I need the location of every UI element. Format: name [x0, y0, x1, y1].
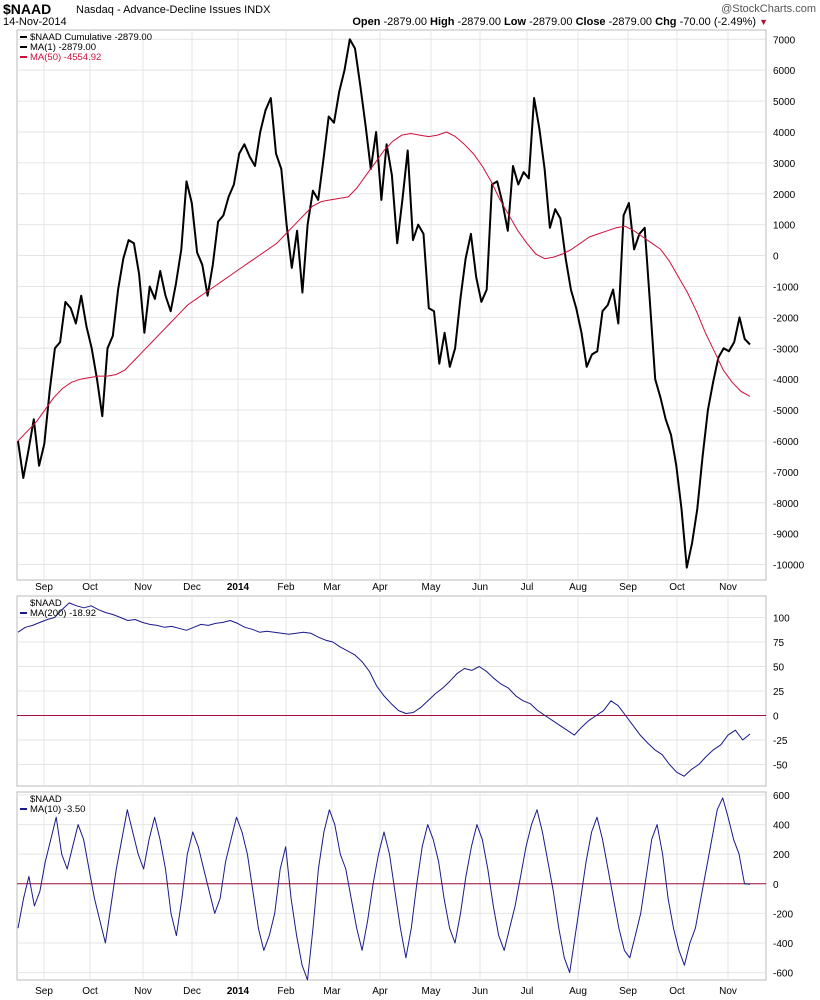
brand-logo[interactable]: @StockCharts.com	[721, 3, 816, 15]
series-line-ma-10-	[17, 797, 751, 981]
x-tick-label: Sep	[619, 986, 637, 997]
x-tick-label: Sep	[35, 986, 53, 997]
x-tick-label: May	[422, 986, 441, 997]
x-tick-label: Mar	[323, 582, 341, 593]
open-label: Open	[352, 16, 381, 28]
x-tick-label: Sep	[619, 582, 637, 593]
x-tick-label: Aug	[569, 986, 587, 997]
y-tick-label: 600	[773, 791, 790, 802]
y-tick-label: -5000	[773, 406, 799, 417]
y-tick-label: 25	[773, 687, 785, 698]
y-tick-label: -200	[773, 909, 793, 920]
x-tick-label: Mar	[323, 986, 341, 997]
symbol-name: Nasdaq - Advance-Decline Issues INDX	[76, 4, 271, 16]
y-tick-label: -3000	[773, 344, 799, 355]
x-tick-label: Nov	[719, 582, 737, 593]
close-label: Close	[575, 16, 606, 28]
y-tick-label: 50	[773, 663, 785, 674]
x-tick-label: Oct	[669, 986, 685, 997]
y-tick-label: 5000	[773, 97, 796, 108]
quote-summary: Open -2879.00 High -2879.00 Low -2879.00…	[352, 16, 768, 28]
legend-entry: $NAAD Cumulative -2879.00	[30, 32, 152, 43]
legend-entry: $NAAD	[30, 598, 62, 609]
y-tick-label: 4000	[773, 128, 796, 139]
low-label: Low	[504, 16, 527, 28]
series-line-ma-200-	[17, 602, 751, 777]
series-line-ma-50-	[17, 131, 751, 442]
chart-header: $NAAD Nasdaq - Advance-Decline Issues IN…	[0, 0, 820, 30]
x-tick-label: Aug	[569, 582, 587, 593]
y-tick-label: 100	[773, 614, 790, 625]
series-line--naad-cumulative	[17, 38, 751, 569]
legend-entry: MA(10) -3.50	[30, 804, 85, 815]
low-value: -2879.00	[529, 16, 573, 28]
y-tick-label: -1000	[773, 282, 799, 293]
y-tick-label: 2000	[773, 190, 796, 201]
x-tick-label: Jul	[521, 582, 534, 593]
y-tick-label: 0	[773, 880, 779, 891]
x-tick-label: Apr	[372, 986, 388, 997]
x-tick-label: Oct	[82, 582, 98, 593]
close-value: -2879.00	[608, 16, 653, 28]
chg-label: Chg	[655, 16, 677, 28]
y-tick-label: -10000	[773, 561, 805, 572]
x-tick-label: Nov	[134, 986, 152, 997]
y-tick-label: -600	[773, 969, 793, 980]
panel-frame-main	[16, 29, 767, 581]
x-tick-label: Jun	[472, 986, 488, 997]
x-tick-label: 2014	[227, 986, 250, 997]
legend-entry: MA(1) -2879.00	[30, 42, 96, 53]
panel-frame-bottom	[16, 791, 767, 981]
y-tick-label: -4000	[773, 375, 799, 386]
x-tick-label: Oct	[82, 986, 98, 997]
x-tick-label: Feb	[277, 582, 295, 593]
y-tick-label: 200	[773, 850, 790, 861]
y-tick-label: -25	[773, 736, 788, 747]
x-tick-label: Jun	[472, 582, 488, 593]
x-tick-label: Jul	[521, 986, 534, 997]
x-tick-label: Nov	[719, 986, 737, 997]
chg-value: -70.00 (-2.49%)	[679, 16, 757, 28]
high-value: -2879.00	[457, 16, 501, 28]
x-tick-label: Dec	[183, 986, 201, 997]
legend-entry: MA(200) -18.92	[30, 608, 96, 619]
y-tick-label: 0	[773, 252, 779, 263]
quote-date: 14-Nov-2014	[3, 16, 67, 28]
x-tick-label: May	[422, 582, 441, 593]
y-tick-label: 400	[773, 821, 790, 832]
down-arrow-icon: ▼	[759, 17, 768, 27]
symbol: $NAAD	[3, 1, 52, 17]
y-tick-label: 1000	[773, 221, 796, 232]
y-tick-label: -6000	[773, 437, 799, 448]
legend-entry: MA(50) -4554.92	[30, 52, 101, 63]
x-tick-label: Feb	[277, 986, 295, 997]
y-tick-label: 7000	[773, 35, 796, 46]
y-tick-label: 3000	[773, 159, 796, 170]
y-tick-label: -50	[773, 760, 788, 771]
x-tick-label: Sep	[35, 582, 53, 593]
x-tick-label: Nov	[134, 582, 152, 593]
y-tick-label: -8000	[773, 499, 799, 510]
x-tick-label: Oct	[669, 582, 685, 593]
x-tick-label: 2014	[227, 582, 250, 593]
open-value: -2879.00	[383, 16, 427, 28]
y-tick-label: 0	[773, 711, 779, 722]
y-tick-label: -7000	[773, 468, 799, 479]
y-tick-label: -2000	[773, 313, 799, 324]
y-tick-label: -400	[773, 939, 793, 950]
legend-entry: $NAAD	[30, 794, 62, 805]
x-tick-label: Dec	[183, 582, 201, 593]
y-tick-label: 75	[773, 638, 785, 649]
y-tick-label: 6000	[773, 66, 796, 77]
y-tick-label: -9000	[773, 530, 799, 541]
x-tick-label: Apr	[372, 582, 388, 593]
high-label: High	[430, 16, 455, 28]
